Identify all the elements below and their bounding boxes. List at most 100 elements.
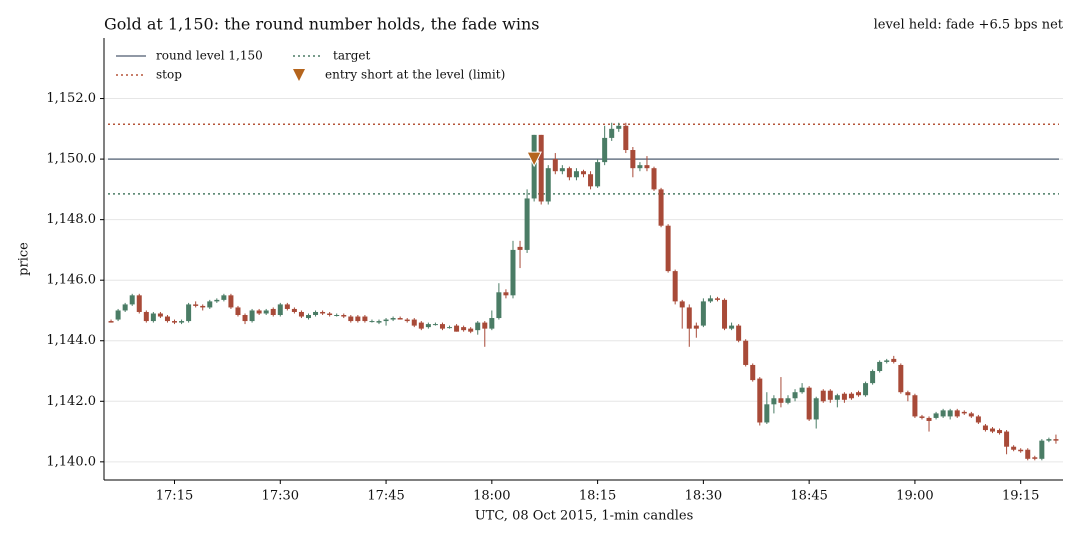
candle-body bbox=[623, 125, 629, 151]
candle-body bbox=[136, 295, 142, 312]
candle-body bbox=[411, 319, 417, 326]
candle-body bbox=[573, 171, 579, 178]
candle-body bbox=[877, 361, 883, 372]
candle-body bbox=[827, 390, 833, 400]
candle-body bbox=[355, 316, 361, 322]
candle-body bbox=[771, 398, 777, 405]
annotation: level held: fade +6.5 bps net bbox=[874, 18, 1064, 33]
candle-body bbox=[179, 321, 185, 323]
entry-marker bbox=[526, 151, 542, 168]
candle-body bbox=[432, 324, 438, 326]
candle-body bbox=[806, 387, 812, 420]
candle-body bbox=[926, 417, 932, 421]
candle-body bbox=[905, 392, 911, 396]
candle-body bbox=[729, 325, 735, 329]
candle-body bbox=[736, 325, 742, 341]
candle-body bbox=[891, 358, 897, 362]
candle-body bbox=[693, 325, 699, 329]
candle-body bbox=[665, 225, 671, 272]
candle-body bbox=[968, 413, 974, 417]
candle-body bbox=[425, 324, 431, 328]
y-tick-label: 1,146.0 bbox=[46, 273, 96, 288]
candle-body bbox=[947, 410, 953, 417]
candle-body bbox=[376, 321, 382, 323]
candle-body bbox=[834, 395, 840, 400]
candle-body bbox=[1004, 431, 1010, 447]
legend-label: round level 1,150 bbox=[156, 49, 263, 63]
x-tick-label: 18:00 bbox=[473, 489, 510, 504]
candle-body bbox=[933, 413, 939, 418]
candle-body bbox=[602, 137, 608, 163]
candle-body bbox=[997, 430, 1003, 434]
candle-body bbox=[369, 321, 375, 323]
candle-body bbox=[538, 134, 544, 202]
candle-body bbox=[686, 307, 692, 329]
candle-body bbox=[898, 364, 904, 393]
y-tick-label: 1,144.0 bbox=[46, 333, 96, 348]
candle-body bbox=[1039, 440, 1045, 459]
candle-body bbox=[524, 198, 530, 250]
candle-body bbox=[616, 125, 622, 129]
candle-body bbox=[228, 295, 234, 308]
candle-body bbox=[644, 165, 650, 169]
candle-body bbox=[439, 324, 445, 329]
candle-body bbox=[150, 313, 156, 322]
candle-body bbox=[362, 316, 368, 322]
y-axis-label: price bbox=[17, 242, 32, 276]
candle-body bbox=[982, 425, 988, 431]
y-tick-label: 1,152.0 bbox=[46, 91, 96, 106]
x-tick-label: 18:15 bbox=[579, 489, 616, 504]
candle-body bbox=[143, 311, 149, 322]
candle-body bbox=[468, 328, 474, 332]
candle-body bbox=[954, 410, 960, 417]
candle-body bbox=[912, 395, 918, 417]
candle-body bbox=[305, 315, 311, 319]
candle-body bbox=[164, 316, 170, 322]
candle-body bbox=[566, 168, 572, 178]
candle-body bbox=[588, 174, 594, 187]
candle-body bbox=[581, 171, 586, 175]
candle-body bbox=[856, 392, 862, 396]
candle-body bbox=[327, 313, 333, 316]
x-tick-label: 18:45 bbox=[790, 489, 827, 504]
candle-body bbox=[637, 165, 643, 169]
candle-body bbox=[559, 168, 565, 172]
candle-body bbox=[263, 310, 269, 314]
candle-body bbox=[186, 304, 192, 322]
candle-body bbox=[334, 315, 340, 317]
candle-body bbox=[545, 168, 551, 202]
candle-body bbox=[277, 304, 283, 316]
candle-body bbox=[475, 322, 481, 331]
candle-body bbox=[651, 168, 657, 190]
candle-body bbox=[341, 315, 347, 317]
candle-body bbox=[1018, 449, 1024, 452]
candle-body bbox=[743, 340, 749, 365]
candle-body bbox=[884, 360, 890, 362]
candle-body bbox=[841, 393, 847, 400]
candle-body bbox=[813, 398, 819, 420]
legend-swatch bbox=[293, 69, 305, 81]
candle-body bbox=[390, 318, 396, 320]
candle-body bbox=[249, 310, 255, 322]
candle-body bbox=[870, 371, 876, 384]
candle-body bbox=[489, 318, 495, 329]
candle-body bbox=[313, 311, 319, 316]
candle-body bbox=[235, 307, 241, 316]
candle-body bbox=[397, 318, 403, 320]
candle-body bbox=[242, 315, 248, 322]
candle-body bbox=[115, 310, 121, 320]
candle-body bbox=[707, 298, 713, 302]
candle-body bbox=[221, 295, 227, 300]
chart-title: Gold at 1,150: the round number holds, t… bbox=[104, 15, 539, 34]
candle-body bbox=[919, 416, 925, 418]
candle-body bbox=[785, 398, 791, 403]
candle-body bbox=[1053, 439, 1059, 441]
x-tick-label: 17:30 bbox=[262, 489, 299, 504]
candle-body bbox=[989, 428, 995, 432]
candle-body bbox=[404, 319, 410, 322]
candle-body bbox=[757, 378, 763, 423]
x-tick-label: 19:15 bbox=[1002, 489, 1039, 504]
candle-body bbox=[207, 301, 213, 308]
candle-body bbox=[284, 304, 290, 309]
candle-body bbox=[700, 301, 706, 326]
